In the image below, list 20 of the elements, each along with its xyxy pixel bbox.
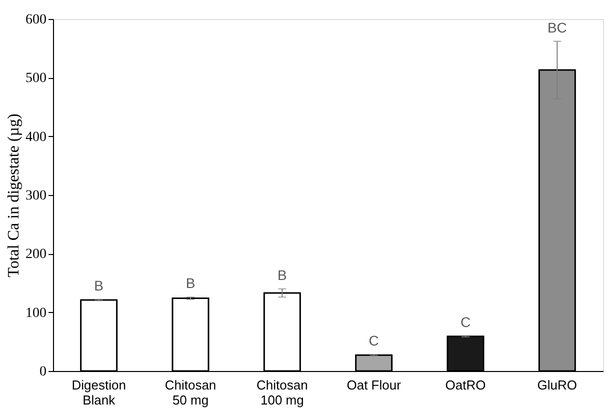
y-tick-label: 400 — [26, 130, 46, 145]
x-tick-label: Oat Flour — [346, 378, 402, 392]
annotation: C — [460, 314, 471, 330]
x-tick-label: GluRO — [537, 378, 578, 392]
annotation: B — [277, 266, 287, 283]
x-tick-label: Chitosan 50 mg — [164, 378, 216, 408]
annotation: B — [94, 277, 104, 294]
x-tick-label: Chitosan 100 mg — [256, 378, 308, 408]
annotation: C — [368, 332, 379, 349]
annotation: B — [186, 275, 196, 292]
y-tick-label: 200 — [26, 247, 46, 262]
y-tick-label: 600 — [26, 12, 46, 28]
x-tick-label: OatRO — [445, 378, 486, 392]
annotation: BC — [547, 19, 567, 36]
x-tick-label: Digestion Blank — [72, 378, 126, 408]
y-tick-label: 300 — [26, 188, 46, 204]
y-axis-title: Total Ca in digestate (µg) — [6, 114, 22, 278]
y-tick-label: 500 — [26, 71, 46, 86]
y-tick-label: 100 — [26, 306, 46, 321]
y-tick-label: 0 — [40, 364, 46, 380]
